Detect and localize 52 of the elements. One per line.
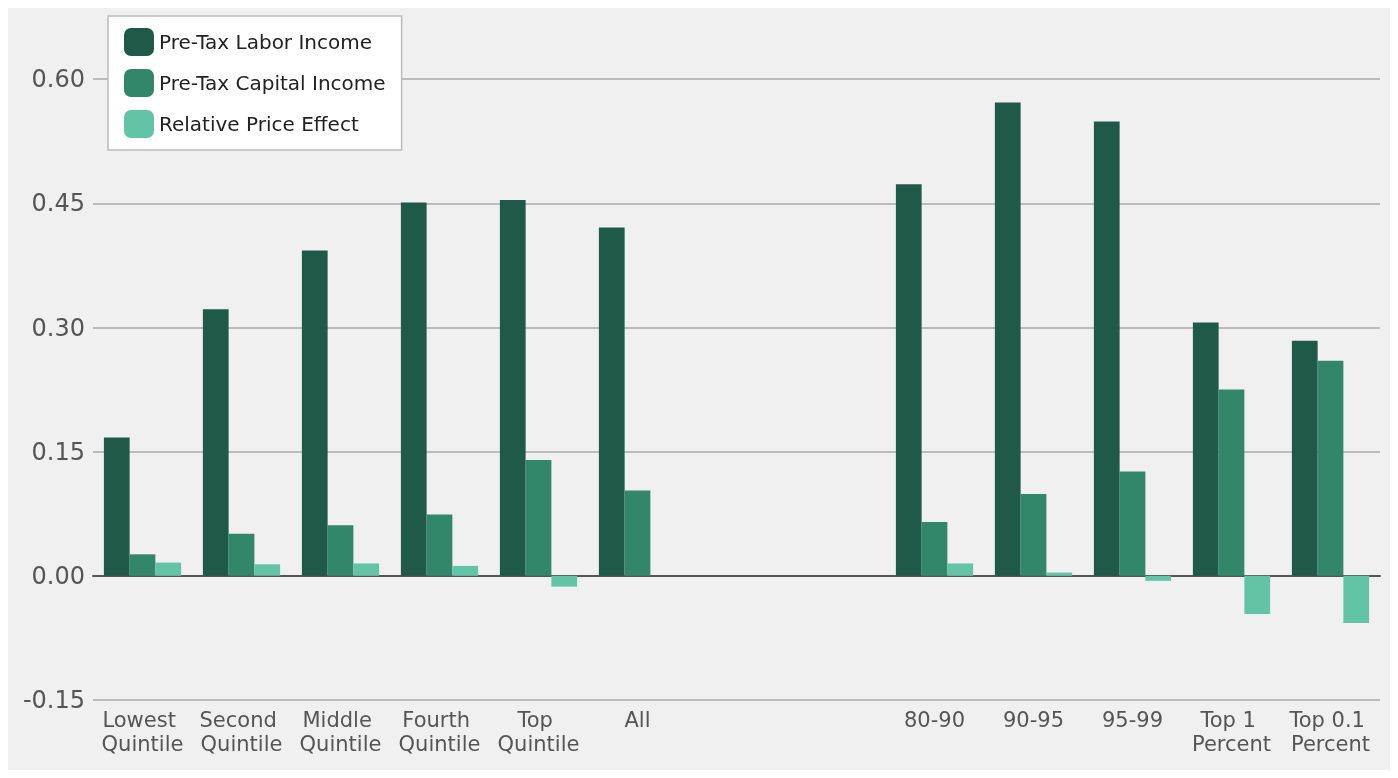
- bar: [1020, 493, 1047, 576]
- bar: [1046, 572, 1073, 576]
- bar: [1244, 575, 1271, 614]
- x-tick-label: 95-99: [1101, 708, 1164, 732]
- x-tick-label: Second Quintile: [199, 708, 284, 756]
- y-tick-label: 0.30: [31, 313, 85, 342]
- bar: [301, 250, 328, 576]
- bar: [327, 525, 354, 576]
- bar: [1192, 322, 1219, 576]
- y-tick-label: -0.15: [22, 686, 85, 714]
- bar: [202, 309, 229, 576]
- x-tick-label: 80-90: [903, 708, 966, 732]
- bar: [1343, 575, 1370, 624]
- bar: [400, 202, 427, 576]
- bar: [254, 564, 281, 576]
- y-tick-label: 0.00: [31, 561, 85, 590]
- x-tick-label: Fourth Quintile: [398, 708, 481, 756]
- bar: [1317, 360, 1344, 576]
- bar: [921, 522, 948, 576]
- bar: [426, 514, 453, 576]
- x-tick-label: 90-95: [1002, 708, 1065, 732]
- bar: [499, 200, 526, 576]
- y-tick-label: 0.15: [31, 437, 85, 466]
- bar: [1093, 121, 1120, 576]
- bar: [452, 565, 479, 576]
- bar: [228, 533, 255, 576]
- legend-label: Pre-Tax Capital Income: [159, 71, 386, 95]
- bar: [895, 184, 922, 576]
- x-tick-label: Lowest Quintile: [101, 708, 184, 756]
- y-tick-label: 0.60: [31, 65, 85, 94]
- bar: [129, 554, 156, 576]
- y-tick-label: 0.45: [31, 189, 85, 218]
- bar: [155, 562, 182, 576]
- legend-label: Relative Price Effect: [159, 112, 359, 136]
- bar: [551, 575, 578, 587]
- bar: [598, 227, 625, 576]
- x-tick-label: Top Quintile: [497, 708, 580, 756]
- bar: [947, 563, 974, 576]
- x-tick-label: Top 1 Percent: [1191, 708, 1272, 756]
- bar: [525, 459, 552, 576]
- bar: [1218, 389, 1245, 576]
- bar: [624, 490, 651, 576]
- bar: [1145, 575, 1172, 581]
- legend-label: Pre-Tax Labor Income: [159, 30, 373, 54]
- x-tick-label: All: [624, 708, 651, 732]
- bar: [1119, 471, 1146, 576]
- bar: [994, 102, 1021, 576]
- bar: [1291, 340, 1318, 576]
- x-tick-label: Middle Quintile: [299, 708, 382, 756]
- bar: [103, 437, 130, 576]
- bar: [353, 563, 380, 576]
- x-tick-label: Top 0.1 Percent: [1288, 708, 1372, 756]
